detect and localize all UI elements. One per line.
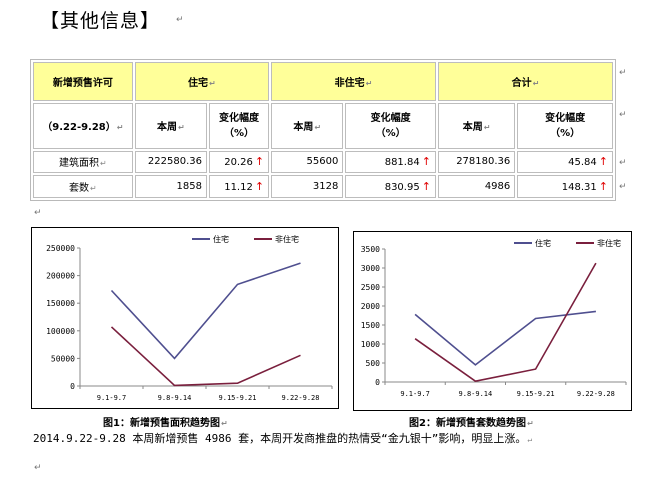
y-tick-label: 3500	[361, 245, 380, 254]
non-week-value: 3128	[271, 175, 344, 198]
up-arrow-icon: ↑	[421, 155, 431, 169]
x-tick-label: 9.8-9.14	[158, 394, 192, 402]
units-chart: 0 500 1000 1500 2000 2500 3000 3500 9.1-9.7 9.8-9…	[353, 231, 632, 411]
series-line-1	[110, 326, 301, 387]
res-change-value: 11.12 ↑	[209, 175, 270, 198]
y-tick-label: 0	[70, 382, 75, 391]
tot-week-value: 4986	[437, 175, 516, 198]
y-tick-label: 200000	[46, 272, 75, 281]
y-tick-label: 1500	[361, 321, 380, 330]
x-tick-label: 9.1-9.7	[97, 394, 127, 402]
x-tick-label: 9.8-9.14	[459, 390, 493, 398]
row-label: 建筑面积↵	[33, 150, 133, 174]
table-row: 套数↵ 1858 11.12 ↑ 3128 830.95 ↑ 4986 148.31…	[33, 175, 613, 198]
area-chart: 0 50000 100000 150000 200000 250000 9.1-9.7 9.8…	[31, 227, 339, 409]
non-change-value: 881.84 ↑	[345, 150, 436, 174]
up-arrow-icon: ↑	[598, 155, 608, 169]
y-tick-label: 3000	[361, 264, 380, 273]
header-residential: 住宅↵	[134, 62, 270, 102]
header-res-change: 变化幅度 （%）	[209, 103, 270, 149]
x-tick-label: 9.22-9.28	[577, 390, 615, 398]
presale-table: 新增预售许可 住宅↵ 非住宅↵ 合计↵ （9.22-9.28）↵ 本周↵ 变化幅…	[30, 59, 616, 201]
tot-change-value: 148.31 ↑	[517, 175, 613, 198]
up-arrow-icon: ↑	[598, 180, 608, 194]
paragraph-mark: ↵	[619, 158, 627, 168]
paragraph-mark: ↵	[619, 68, 627, 78]
header-tot-week: 本周↵	[437, 103, 516, 149]
legend-label: 非住宅	[275, 234, 299, 244]
paragraph-mark: ↵	[34, 208, 42, 218]
tot-week-value: 278180.36	[437, 150, 516, 174]
tot-change-value: 45.84 ↑	[517, 150, 613, 174]
x-tick-label: 9.1-9.7	[400, 390, 430, 398]
up-arrow-icon: ↑	[254, 155, 265, 169]
y-tick-label: 250000	[46, 244, 75, 253]
header-non-week: 本周↵	[271, 103, 344, 149]
up-arrow-icon: ↑	[254, 180, 265, 194]
y-tick-label: 2500	[361, 283, 380, 292]
non-week-value: 55600	[271, 150, 344, 174]
chart1-caption: 图1：新增预售面积趋势图↵	[103, 418, 228, 429]
paragraph-mark: ↵	[176, 15, 184, 25]
legend-label: 非住宅	[597, 238, 621, 248]
non-change-value: 830.95 ↑	[345, 175, 436, 198]
res-week-value: 222580.36	[134, 150, 207, 174]
y-tick-label: 0	[375, 378, 380, 387]
res-change-value: 20.26 ↑	[209, 150, 270, 174]
series-line-0	[110, 262, 301, 360]
paragraph-mark: ↵	[619, 182, 627, 192]
header-total: 合计↵	[437, 62, 613, 102]
up-arrow-icon: ↑	[421, 180, 431, 194]
res-week-value: 1858	[134, 175, 207, 198]
x-tick-label: 9.22-9.28	[282, 394, 320, 402]
header-permit: 新增预售许可	[33, 62, 133, 102]
x-tick-label: 9.15-9.21	[219, 394, 257, 402]
y-tick-label: 500	[366, 359, 381, 368]
paragraph-mark: ↵	[619, 110, 627, 120]
legend-label: 住宅	[213, 234, 229, 244]
y-tick-label: 150000	[46, 299, 75, 308]
table-row: 建筑面积↵ 222580.36 20.26 ↑ 55600 881.84 ↑ 278…	[33, 150, 613, 174]
section-heading: 【其他信息】	[40, 10, 161, 32]
units-chart-svg: 0 500 1000 1500 2000 2500 3000 3500 9.1-9.7 9.8-9…	[361, 238, 627, 398]
header-nonresidential: 非住宅↵	[271, 62, 436, 102]
legend-label: 住宅	[535, 238, 551, 248]
area-chart-svg: 0 50000 100000 150000 200000 250000 9.1-9.7 9.8…	[46, 234, 333, 402]
series-line-1	[414, 262, 597, 383]
x-tick-label: 9.15-9.21	[517, 390, 555, 398]
summary-paragraph: 2014.9.22-9.28 本周新增预售 4986 套，本周开发商推盘的热情受…	[33, 432, 533, 445]
header-period: （9.22-9.28）↵	[33, 103, 133, 149]
row-label: 套数↵	[33, 175, 133, 198]
header-tot-change: 变化幅度 （%）	[517, 103, 613, 149]
y-tick-label: 100000	[46, 327, 75, 336]
header-res-week: 本周↵	[134, 103, 207, 149]
y-tick-label: 50000	[51, 354, 75, 363]
header-non-change: 变化幅度 （%）	[345, 103, 436, 149]
y-tick-label: 2000	[361, 302, 380, 311]
y-tick-label: 1000	[361, 340, 380, 349]
chart2-caption: 图2：新增预售套数趋势图↵	[409, 418, 534, 429]
paragraph-mark: ↵	[34, 463, 42, 473]
